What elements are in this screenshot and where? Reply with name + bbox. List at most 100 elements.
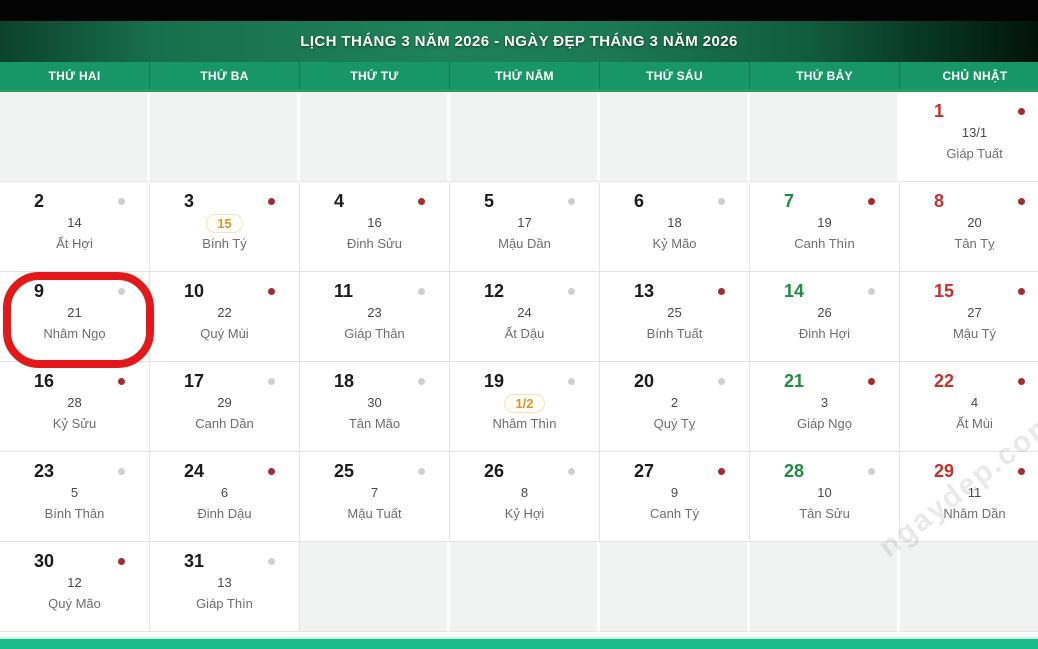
bottom-teal-bar [0,637,1038,649]
day-cell-23[interactable]: 23 5 Bính Thân [0,452,150,542]
can-chi-name: Bính Thân [44,506,105,521]
day-cell-18[interactable]: 18 30 Tân Mão [300,362,450,452]
lunar-date: 19 [817,215,832,230]
red-dot-icon [1018,287,1025,295]
weekday-header-5: THỨ SÁU [600,62,750,89]
lunar-date: 7 [370,485,379,500]
day-number: 1 [934,101,945,121]
gray-dot-icon [718,377,725,385]
day-cell-6[interactable]: 6 18 Kỷ Mão [600,182,750,272]
day-number: 4 [334,191,345,211]
day-cell-5[interactable]: 5 17 Mậu Dần [450,182,600,272]
lunar-date: 14 [67,215,82,230]
lunar-date: 8 [520,485,529,500]
can-chi-name: Đinh Dậu [197,506,252,521]
empty-cell [300,542,450,632]
day-cell-2[interactable]: 2 14 Ất Hợi [0,182,150,272]
day-cell-30[interactable]: 30 12 Quý Mão [0,542,150,632]
lunar-date: 22 [217,305,232,320]
day-number: 15 [934,281,955,301]
day-cell-26[interactable]: 26 8 Kỷ Hợi [450,452,600,542]
can-chi-name: Quý Tỵ [653,416,696,431]
can-chi-name: Nhâm Dần [943,506,1006,521]
red-dot-icon [868,197,875,205]
weekday-header-1: THỨ HAI [0,62,150,89]
gray-dot-icon [418,287,425,295]
day-cell-21[interactable]: 21 3 Giáp Ngọ [750,362,900,452]
weekday-header-7: CHỦ NHẬT [942,68,1008,83]
empty-cell [600,92,750,182]
can-chi-name: Canh Thìn [794,236,855,251]
day-number: 21 [784,371,805,391]
day-number: 23 [34,461,55,481]
day-cell-31[interactable]: 31 13 Giáp Thìn [150,542,300,632]
day-cell-29[interactable]: 29 11 Nhâm Dần [900,452,1038,542]
day-cell-17[interactable]: 17 29 Canh Dần [150,362,300,452]
day-number: 17 [184,371,205,391]
can-chi-name: Canh Dần [195,416,254,431]
can-chi-name: Giáp Thân [344,326,405,341]
empty-cell [150,92,300,182]
gray-dot-icon [118,467,125,475]
lunar-date: 17 [517,215,532,230]
gray-dot-icon [118,197,125,205]
day-cell-22[interactable]: 22 4 Ất Mùi [900,362,1038,452]
day-cell-20[interactable]: 20 2 Quý Tỵ [600,362,750,452]
can-chi-name: Đinh Hợi [798,326,851,341]
day-number: 10 [184,281,205,301]
can-chi-name: Mậu Tuất [347,506,402,521]
can-chi-name: Ất Dậu [504,326,545,341]
day-number: 29 [934,461,955,481]
day-cell-15[interactable]: 15 27 Mậu Tý [900,272,1038,362]
red-dot-icon [718,287,725,295]
weekday-header-2: THỨ BA [150,62,300,89]
lunar-date: 15 [150,214,299,233]
red-dot-icon [418,197,425,205]
day-number: 6 [634,191,645,211]
day-cell-24[interactable]: 24 6 Đinh Dậu [150,452,300,542]
day-cell-8[interactable]: 8 20 Tân Tỵ [900,182,1038,272]
empty-cell [750,92,900,182]
day-cell-25[interactable]: 25 7 Mậu Tuất [300,452,450,542]
empty-cell [300,92,450,182]
day-cell-27[interactable]: 27 9 Canh Tý [600,452,750,542]
lunar-date: 28 [67,395,82,410]
day-cell-10[interactable]: 10 22 Quý Mùi [150,272,300,362]
can-chi-name: Kỷ Mão [652,236,697,251]
lunar-date: 23 [367,305,382,320]
lunar-date: 1/2 [450,394,599,413]
lunar-date: 13/1 [961,125,988,140]
can-chi-name: Mậu Tý [952,326,997,341]
lunar-date: 6 [220,485,229,500]
day-cell-13[interactable]: 13 25 Bính Tuất [600,272,750,362]
can-chi-name: Giáp Thìn [196,596,253,611]
day-cell-1[interactable]: 1 13/1 Giáp Tuất [900,92,1038,182]
day-number: 27 [634,461,655,481]
page-title: LỊCH THÁNG 3 NĂM 2026 - NGÀY ĐẸP THÁNG 3… [300,33,738,50]
day-cell-3[interactable]: 3 15 Bính Tý [150,182,300,272]
day-cell-7[interactable]: 7 19 Canh Thìn [750,182,900,272]
day-cell-14[interactable]: 14 26 Đinh Hợi [750,272,900,362]
lunar-date: 18 [667,215,682,230]
can-chi-name: Nhâm Thìn [492,416,557,431]
day-cell-12[interactable]: 12 24 Ất Dậu [450,272,600,362]
day-cell-19[interactable]: 19 1/2 Nhâm Thìn [450,362,600,452]
can-chi-name: Đinh Sửu [347,236,402,251]
day-cell-28[interactable]: 28 10 Tân Sửu [750,452,900,542]
can-chi-name: Canh Tý [650,506,699,521]
red-dot-icon [268,287,275,295]
can-chi-name: Tân Tỵ [954,236,995,251]
can-chi-name: Giáp Ngọ [797,416,852,431]
lunar-date-badge: 1/2 [504,394,545,413]
lunar-date: 13 [217,575,232,590]
top-black-bar [0,0,1038,21]
red-dot-icon [268,467,275,475]
day-cell-11[interactable]: 11 23 Giáp Thân [300,272,450,362]
can-chi-name: Kỷ Sửu [52,416,97,431]
can-chi-name: Tân Mão [348,416,401,431]
day-cell-9[interactable]: 9 21 Nhâm Ngọ [0,272,150,362]
day-cell-4[interactable]: 4 16 Đinh Sửu [300,182,450,272]
weekday-header-row: THỨ HAI THỨ BA THỨ TƯ THỨ NĂM THỨ SÁU THỨ BẢY… [0,62,1038,92]
lunar-date: 29 [217,395,232,410]
day-cell-16[interactable]: 16 28 Kỷ Sửu [0,362,150,452]
